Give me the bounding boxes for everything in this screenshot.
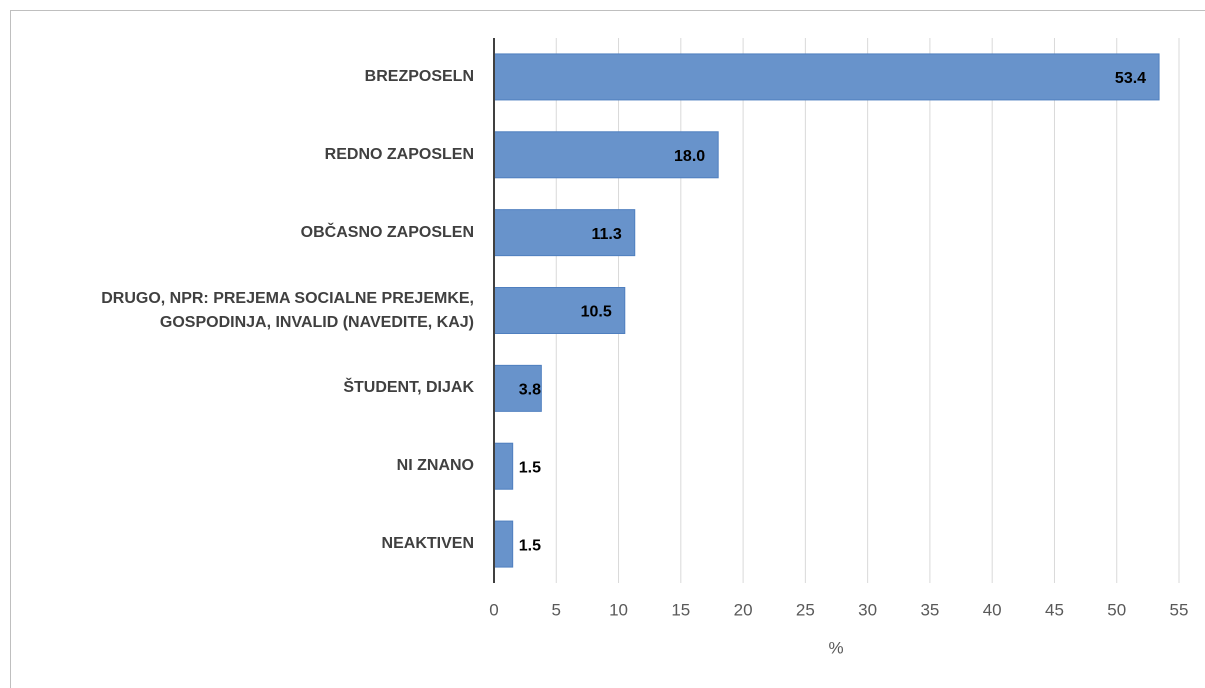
- category-label: REDNO ZAPOSLEN: [324, 145, 474, 163]
- x-tick-label: 50: [1107, 600, 1126, 619]
- data-label: 53.4: [1115, 70, 1146, 87]
- chart-frame: [10, 10, 1205, 688]
- x-tick-label: 25: [796, 600, 815, 619]
- bar: [493, 287, 626, 334]
- bar: [493, 520, 514, 568]
- x-tick-label: 40: [983, 600, 1002, 619]
- category-label: NEAKTIVEN: [381, 535, 474, 553]
- x-tick-label: 30: [858, 600, 877, 619]
- category-label: ŠTUDENT, DIJAK: [343, 379, 474, 397]
- category-label: OBČASNO ZAPOSLEN: [300, 223, 474, 241]
- x-tick-label: 35: [920, 600, 939, 619]
- x-tick-label: 10: [609, 600, 628, 619]
- data-label: 11.3: [591, 226, 621, 243]
- bar: [493, 53, 1160, 101]
- category-label: DRUGO, NPR: PREJEMA SOCIALNE PREJEMKE, G…: [101, 289, 474, 331]
- x-axis-label: %: [828, 638, 843, 657]
- bar: [493, 442, 514, 490]
- x-tick-label: 45: [1045, 600, 1064, 619]
- data-label: 3.8: [519, 382, 541, 399]
- x-tick-label: 20: [734, 600, 753, 619]
- bar: [493, 131, 719, 179]
- data-label: 18.0: [674, 148, 705, 165]
- bar: [493, 209, 636, 257]
- data-label: 1.5: [519, 537, 541, 554]
- category-label: NI ZNANO: [396, 457, 474, 475]
- x-tick-label: 0: [489, 600, 498, 619]
- x-tick-label: 15: [671, 600, 690, 619]
- bar: [493, 364, 542, 412]
- category-label: BREZPOSELN: [364, 67, 474, 85]
- data-label: 10.5: [581, 304, 612, 321]
- x-tick-label: 5: [552, 600, 561, 619]
- x-tick-label: 55: [1170, 600, 1189, 619]
- data-label: 1.5: [519, 459, 541, 476]
